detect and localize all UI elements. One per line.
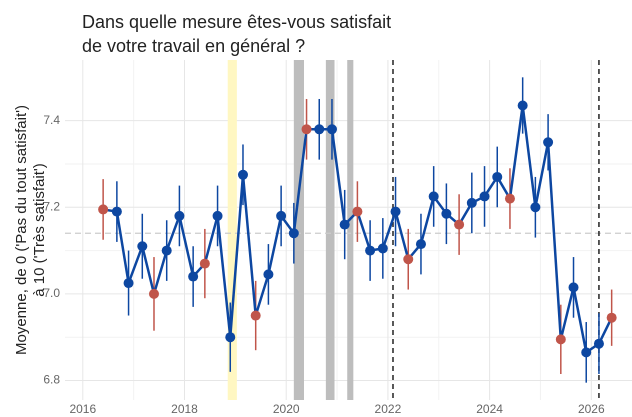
shaded-region [227, 60, 237, 400]
data-point [288, 228, 299, 239]
data-point [188, 271, 199, 282]
data-point [479, 191, 490, 202]
shaded-region [325, 60, 335, 400]
x-tick-label: 2018 [171, 402, 198, 416]
data-point [530, 202, 541, 213]
shaded-region [293, 60, 305, 400]
data-point [517, 100, 528, 111]
x-tick-label: 2016 [69, 402, 96, 416]
data-point [314, 124, 325, 135]
data-point [403, 254, 414, 265]
chart-title: de votre travail en général ? [82, 36, 305, 56]
data-point [593, 338, 604, 349]
data-point [454, 219, 465, 230]
data-point [276, 210, 287, 221]
data-point [225, 332, 236, 343]
chart-title: Dans quelle mesure êtes-vous satisfait [82, 12, 391, 32]
data-point [428, 191, 439, 202]
y-tick-label: 7.2 [43, 199, 60, 213]
shaded-region [347, 60, 354, 400]
y-tick-label: 7.4 [43, 113, 60, 127]
data-point [339, 219, 350, 230]
data-point [326, 124, 337, 135]
x-tick-label: 2026 [578, 402, 605, 416]
data-point [492, 171, 503, 182]
data-point [111, 206, 122, 217]
data-point [555, 334, 566, 345]
data-point [212, 210, 223, 221]
y-axis-label: Moyenne, de 0 ('Pas du tout satisfait') [13, 105, 30, 355]
data-point [98, 204, 109, 215]
data-point [174, 210, 185, 221]
data-point [581, 347, 592, 358]
data-point [390, 206, 401, 217]
data-point [148, 288, 159, 299]
y-axis-label: à 10 ('Très satisfait') [31, 163, 48, 297]
data-point [137, 241, 148, 252]
data-point [161, 245, 172, 256]
data-point [301, 124, 312, 135]
x-tick-label: 2022 [375, 402, 402, 416]
data-point [250, 310, 261, 321]
y-tick-label: 7.0 [43, 286, 60, 300]
x-tick-label: 2024 [476, 402, 503, 416]
data-point [365, 245, 376, 256]
data-point [606, 312, 617, 323]
data-point [263, 269, 274, 280]
data-point [504, 193, 515, 204]
x-tick-label: 2020 [273, 402, 300, 416]
data-point [377, 243, 388, 254]
data-point [352, 206, 363, 217]
data-point [415, 239, 426, 250]
data-point [237, 169, 248, 180]
data-point [543, 137, 554, 148]
data-point [199, 258, 210, 269]
data-point [123, 278, 134, 289]
data-point [466, 197, 477, 208]
data-point [441, 208, 452, 219]
data-point [568, 282, 579, 293]
y-tick-label: 6.8 [43, 373, 60, 387]
